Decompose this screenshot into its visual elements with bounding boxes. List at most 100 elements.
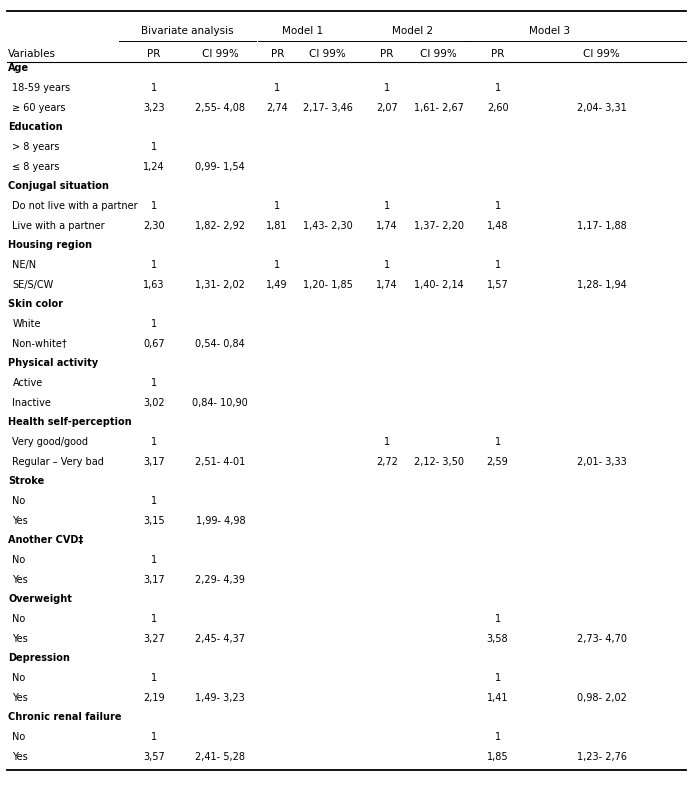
Text: Model 2: Model 2 — [392, 26, 433, 36]
Text: 3,57: 3,57 — [143, 751, 165, 761]
Text: 1,41: 1,41 — [486, 692, 509, 702]
Text: Active: Active — [12, 378, 43, 387]
Text: CI 99%: CI 99% — [202, 49, 239, 59]
Text: 2,45- 4,37: 2,45- 4,37 — [195, 633, 245, 643]
Text: 1,40- 2,14: 1,40- 2,14 — [414, 279, 464, 290]
Text: Yes: Yes — [12, 515, 28, 525]
Text: 1: 1 — [274, 83, 280, 93]
Text: SE/S/CW: SE/S/CW — [12, 279, 54, 290]
Text: 1,43- 2,30: 1,43- 2,30 — [303, 221, 353, 230]
Text: Age: Age — [8, 63, 29, 73]
Text: Conjugal situation: Conjugal situation — [8, 181, 109, 191]
Text: PR: PR — [491, 49, 505, 59]
Text: 1: 1 — [151, 142, 157, 152]
Text: 2,01- 3,33: 2,01- 3,33 — [577, 456, 626, 466]
Text: 0,99- 1,54: 0,99- 1,54 — [195, 161, 245, 172]
Text: 1: 1 — [274, 260, 280, 269]
Text: 1: 1 — [151, 554, 157, 565]
Text: 2,72: 2,72 — [376, 456, 398, 466]
Text: 1,57: 1,57 — [486, 279, 509, 290]
Text: 3,15: 3,15 — [143, 515, 165, 525]
Text: 2,41- 5,28: 2,41- 5,28 — [195, 751, 245, 761]
Text: Model 1: Model 1 — [282, 26, 323, 36]
Text: No: No — [12, 731, 26, 741]
Text: CI 99%: CI 99% — [309, 49, 346, 59]
Text: 1,74: 1,74 — [376, 279, 398, 290]
Text: Education: Education — [8, 122, 63, 132]
Text: 1,63: 1,63 — [143, 279, 165, 290]
Text: 1: 1 — [274, 200, 280, 211]
Text: 1: 1 — [495, 200, 500, 211]
Text: 1: 1 — [151, 731, 157, 741]
Text: 18-59 years: 18-59 years — [12, 83, 71, 93]
Text: 3,17: 3,17 — [143, 574, 165, 584]
Text: Yes: Yes — [12, 692, 28, 702]
Text: 3,23: 3,23 — [143, 103, 165, 112]
Text: 2,30: 2,30 — [143, 221, 165, 230]
Text: 2,59: 2,59 — [486, 456, 509, 466]
Text: 0,84- 10,90: 0,84- 10,90 — [193, 397, 248, 407]
Text: Another CVD‡: Another CVD‡ — [8, 535, 84, 545]
Text: 1: 1 — [384, 83, 389, 93]
Text: 1,17- 1,88: 1,17- 1,88 — [577, 221, 626, 230]
Text: 1,61- 2,67: 1,61- 2,67 — [414, 103, 464, 112]
Text: 2,60: 2,60 — [486, 103, 509, 112]
Text: 2,51- 4-01: 2,51- 4-01 — [195, 456, 245, 466]
Text: Yes: Yes — [12, 751, 28, 761]
Text: 2,19: 2,19 — [143, 692, 165, 702]
Text: 1: 1 — [495, 614, 500, 623]
Text: ≥ 60 years: ≥ 60 years — [12, 103, 66, 112]
Text: Variables: Variables — [8, 49, 56, 59]
Text: 1,99- 4,98: 1,99- 4,98 — [195, 515, 245, 525]
Text: Chronic renal failure: Chronic renal failure — [8, 711, 122, 722]
Text: 3,27: 3,27 — [143, 633, 165, 643]
Text: 1,24: 1,24 — [143, 161, 165, 172]
Text: Overweight: Overweight — [8, 593, 72, 604]
Text: 1: 1 — [384, 436, 389, 447]
Text: Health self-perception: Health self-perception — [8, 417, 132, 427]
Text: 1: 1 — [495, 436, 500, 447]
Text: 2,29- 4,39: 2,29- 4,39 — [195, 574, 245, 584]
Text: 1: 1 — [151, 260, 157, 269]
Text: 1: 1 — [151, 496, 157, 505]
Text: 1: 1 — [151, 672, 157, 683]
Text: 1: 1 — [495, 83, 500, 93]
Text: Skin color: Skin color — [8, 299, 63, 309]
Text: Depression: Depression — [8, 653, 70, 662]
Text: No: No — [12, 554, 26, 565]
Text: 1,37- 2,20: 1,37- 2,20 — [414, 221, 464, 230]
Text: 1: 1 — [495, 672, 500, 683]
Text: 1,23- 2,76: 1,23- 2,76 — [577, 751, 626, 761]
Text: Yes: Yes — [12, 633, 28, 643]
Text: PR: PR — [380, 49, 394, 59]
Text: 2,04- 3,31: 2,04- 3,31 — [577, 103, 626, 112]
Text: 1,82- 2,92: 1,82- 2,92 — [195, 221, 245, 230]
Text: 2,07: 2,07 — [376, 103, 398, 112]
Text: 1,81: 1,81 — [266, 221, 288, 230]
Text: 2,73- 4,70: 2,73- 4,70 — [577, 633, 626, 643]
Text: > 8 years: > 8 years — [12, 142, 60, 152]
Text: 0,67: 0,67 — [143, 338, 165, 348]
Text: 2,74: 2,74 — [266, 103, 288, 112]
Text: Very good/good: Very good/good — [12, 436, 89, 447]
Text: 1: 1 — [495, 260, 500, 269]
Text: Physical activity: Physical activity — [8, 358, 98, 368]
Text: Bivariate analysis: Bivariate analysis — [141, 26, 234, 36]
Text: 1,85: 1,85 — [486, 751, 509, 761]
Text: 1: 1 — [151, 83, 157, 93]
Text: Do not live with a partner: Do not live with a partner — [12, 200, 138, 211]
Text: 1: 1 — [151, 200, 157, 211]
Text: Model 3: Model 3 — [529, 26, 570, 36]
Text: ≤ 8 years: ≤ 8 years — [12, 161, 60, 172]
Text: 1,31- 2,02: 1,31- 2,02 — [195, 279, 245, 290]
Text: 0,54- 0,84: 0,54- 0,84 — [195, 338, 245, 348]
Text: CI 99%: CI 99% — [583, 49, 620, 59]
Text: 0,98- 2,02: 0,98- 2,02 — [577, 692, 626, 702]
Text: White: White — [12, 318, 41, 329]
Text: Regular – Very bad: Regular – Very bad — [12, 456, 105, 466]
Text: 1,28- 1,94: 1,28- 1,94 — [577, 279, 626, 290]
Text: PR: PR — [270, 49, 284, 59]
Text: Yes: Yes — [12, 574, 28, 584]
Text: CI 99%: CI 99% — [420, 49, 457, 59]
Text: 1: 1 — [151, 378, 157, 387]
